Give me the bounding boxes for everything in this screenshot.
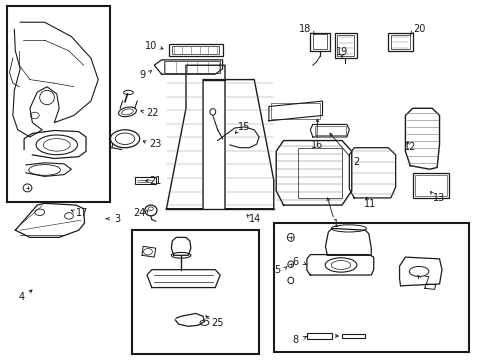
Text: 4: 4 [18, 292, 24, 302]
Text: 15: 15 [238, 122, 250, 132]
Bar [135, 177, 156, 184]
Bar [390, 35, 409, 49]
Bar [271, 103, 320, 119]
Text: 7: 7 [422, 276, 428, 286]
Text: 3: 3 [114, 214, 121, 224]
Bar [387, 33, 412, 51]
Bar [172, 45, 218, 54]
Text: 16: 16 [310, 140, 322, 150]
Bar [312, 35, 327, 49]
Bar [306, 333, 331, 338]
Text: 12: 12 [403, 142, 416, 152]
Text: 10: 10 [144, 41, 157, 51]
Bar [334, 33, 356, 58]
Text: 24: 24 [133, 208, 145, 218]
Text: 14: 14 [248, 215, 261, 224]
Text: 21: 21 [149, 176, 162, 186]
Bar [315, 126, 345, 135]
Text: 1: 1 [332, 219, 339, 229]
Text: 22: 22 [146, 108, 159, 118]
Text: 18: 18 [299, 24, 311, 35]
Text: 25: 25 [211, 319, 224, 328]
Text: 9: 9 [139, 70, 145, 80]
Bar [163, 61, 220, 73]
Bar [412, 173, 448, 198]
Text: 8: 8 [292, 334, 298, 345]
Bar [414, 175, 446, 196]
Bar [341, 334, 365, 338]
Bar [336, 35, 353, 56]
Bar [6, 6, 110, 202]
Bar [310, 33, 329, 51]
Text: 20: 20 [412, 24, 425, 35]
Text: 5: 5 [274, 265, 280, 275]
Text: 6: 6 [291, 257, 298, 267]
Bar [168, 44, 222, 56]
Text: 17: 17 [76, 208, 88, 218]
Bar [273, 223, 468, 352]
Text: 23: 23 [149, 139, 162, 149]
Text: 11: 11 [364, 199, 376, 210]
Text: 13: 13 [432, 193, 445, 203]
Bar [132, 230, 259, 354]
Text: 19: 19 [335, 46, 347, 57]
Text: 2: 2 [353, 157, 359, 167]
Bar [298, 148, 341, 198]
